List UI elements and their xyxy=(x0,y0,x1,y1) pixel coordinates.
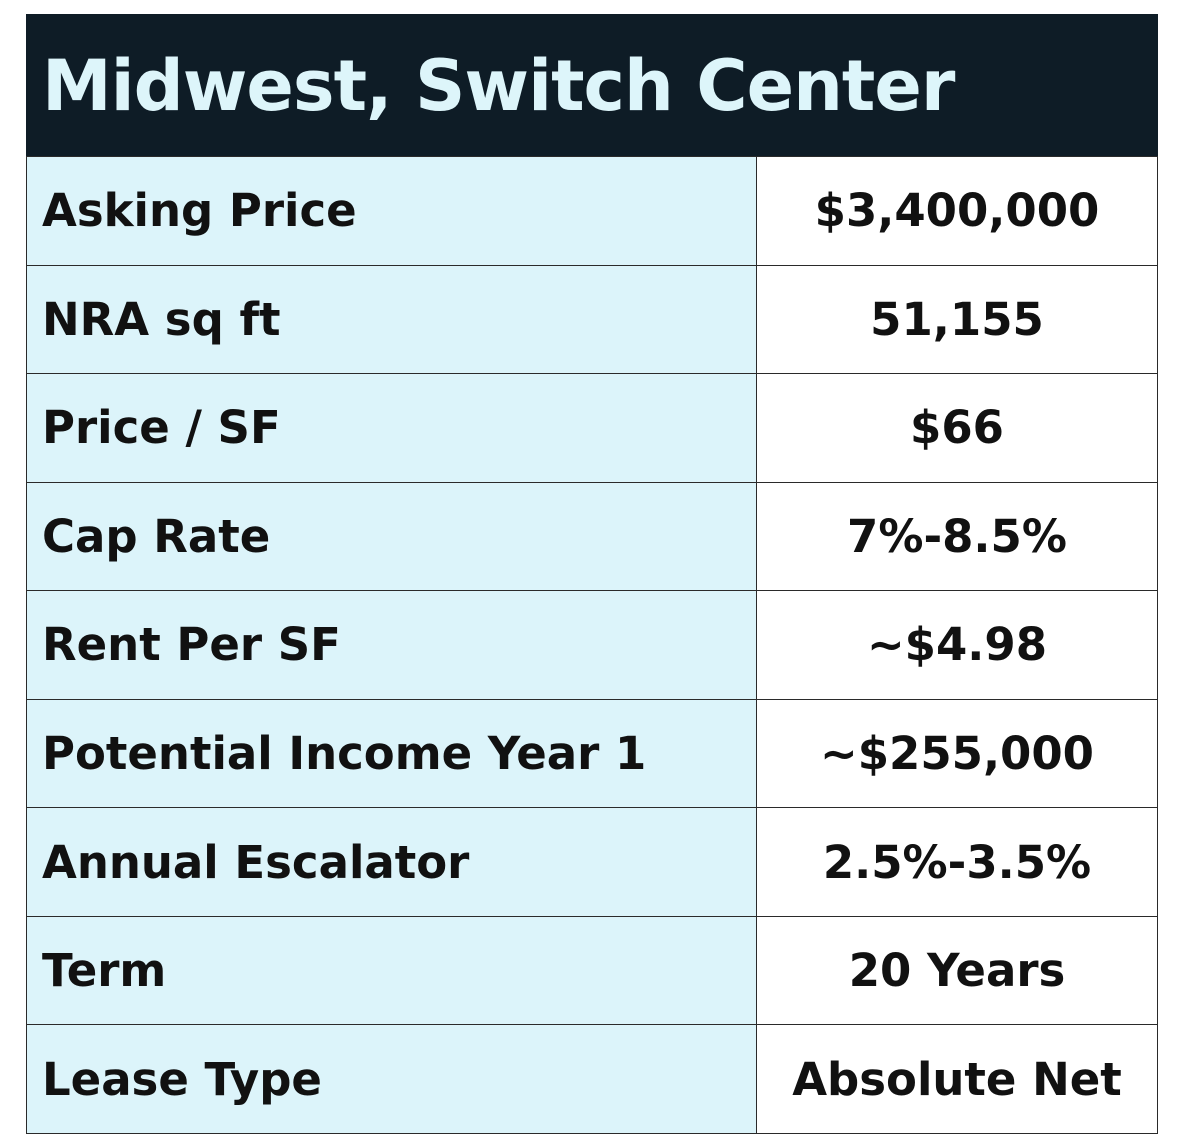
table-row: Cap Rate 7%-8.5% xyxy=(26,481,1158,592)
table-row: Annual Escalator 2.5%-3.5% xyxy=(26,807,1158,917)
row-label: Cap Rate xyxy=(26,481,757,592)
property-details-table: Asking Price $3,400,000 NRA sq ft 51,155… xyxy=(26,156,1158,1134)
row-value: 20 Years xyxy=(756,915,1158,1026)
row-label: Lease Type xyxy=(26,1024,757,1134)
row-value: 7%-8.5% xyxy=(756,481,1158,592)
row-value: 2.5%-3.5% xyxy=(756,807,1158,917)
table-row: Asking Price $3,400,000 xyxy=(26,156,1158,266)
table-row: Potential Income Year 1 ~$255,000 xyxy=(26,698,1158,809)
row-value: ~$4.98 xyxy=(756,590,1158,700)
row-label: Term xyxy=(26,915,757,1026)
table-row: Term 20 Years xyxy=(26,915,1158,1026)
row-value: $66 xyxy=(756,373,1158,483)
page-title: Midwest, Switch Center xyxy=(42,45,955,127)
table-row: NRA sq ft 51,155 xyxy=(26,264,1158,375)
row-label: Potential Income Year 1 xyxy=(26,698,757,809)
table-row: Lease Type Absolute Net xyxy=(26,1024,1158,1134)
row-label: NRA sq ft xyxy=(26,264,757,375)
row-label: Rent Per SF xyxy=(26,590,757,700)
row-value: ~$255,000 xyxy=(756,698,1158,809)
row-label: Price / SF xyxy=(26,373,757,483)
row-value: 51,155 xyxy=(756,264,1158,375)
property-summary-sheet: Midwest, Switch Center Asking Price $3,4… xyxy=(26,14,1158,1134)
header-bar: Midwest, Switch Center xyxy=(26,14,1158,156)
row-label: Annual Escalator xyxy=(26,807,757,917)
row-value: $3,400,000 xyxy=(756,156,1158,266)
table-row: Rent Per SF ~$4.98 xyxy=(26,590,1158,700)
row-label: Asking Price xyxy=(26,156,757,266)
row-value: Absolute Net xyxy=(756,1024,1158,1134)
table-row: Price / SF $66 xyxy=(26,373,1158,483)
